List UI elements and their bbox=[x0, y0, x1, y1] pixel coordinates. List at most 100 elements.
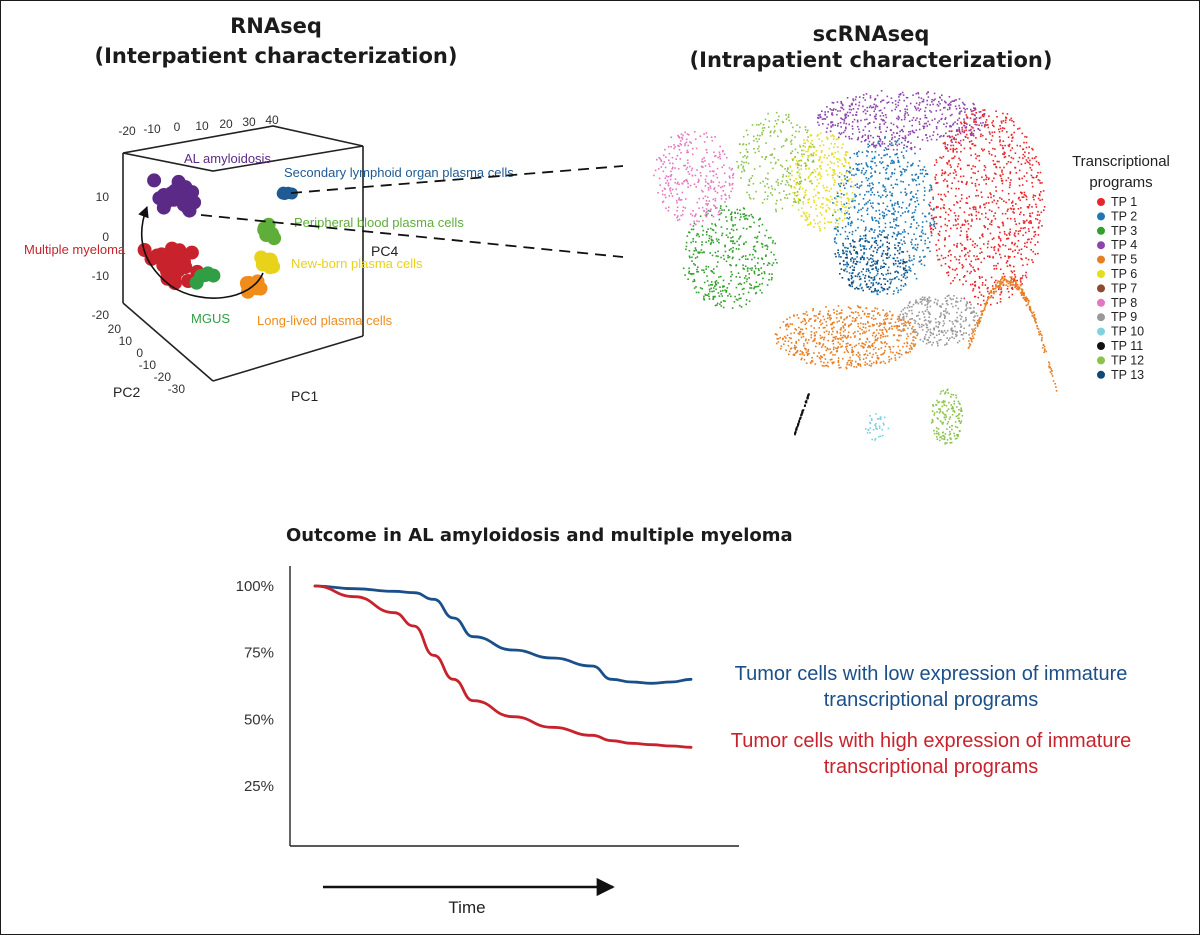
cell-point bbox=[891, 278, 894, 281]
cell-point bbox=[955, 220, 957, 222]
cell-point bbox=[993, 249, 996, 251]
cell-point bbox=[917, 91, 919, 94]
cell-point bbox=[974, 123, 976, 126]
cell-point bbox=[944, 392, 946, 395]
cell-point bbox=[952, 298, 954, 300]
cell-point bbox=[869, 415, 871, 417]
cell-point bbox=[865, 170, 868, 172]
cell-point bbox=[902, 285, 905, 287]
cell-point bbox=[875, 360, 878, 362]
cell-point bbox=[773, 148, 776, 150]
cell-point bbox=[970, 311, 973, 313]
cell-point bbox=[725, 198, 727, 200]
cell-point bbox=[714, 190, 717, 193]
cell-point bbox=[914, 322, 916, 324]
cell-point bbox=[954, 105, 957, 108]
cell-point bbox=[934, 118, 936, 120]
cell-point bbox=[828, 208, 831, 210]
label-multiple-myeloma: Multiple myeloma bbox=[24, 242, 126, 257]
cell-point bbox=[942, 431, 944, 434]
cell-point bbox=[679, 158, 682, 160]
cell-point bbox=[834, 354, 836, 356]
cell-point bbox=[937, 258, 939, 261]
cell-point bbox=[876, 244, 879, 246]
cell-point bbox=[658, 177, 661, 180]
cell-point bbox=[965, 114, 968, 116]
cell-point bbox=[735, 298, 738, 301]
cell-point bbox=[944, 195, 947, 197]
cell-point bbox=[909, 133, 911, 135]
cell-point bbox=[943, 403, 945, 406]
cell-point bbox=[857, 288, 859, 290]
cell-point bbox=[850, 224, 852, 227]
cell-point bbox=[871, 344, 873, 347]
cell-point bbox=[803, 139, 805, 141]
cell-point bbox=[894, 153, 896, 156]
cell-point bbox=[1006, 217, 1009, 220]
cell-point bbox=[901, 243, 904, 246]
cell-point bbox=[885, 195, 887, 198]
cell-point bbox=[915, 129, 918, 131]
cell-point bbox=[716, 240, 719, 242]
cell-point bbox=[861, 286, 863, 289]
cell-point bbox=[862, 135, 864, 137]
cell-point bbox=[878, 282, 880, 284]
cell-point bbox=[864, 112, 867, 115]
cell-point bbox=[992, 124, 994, 127]
cell-point bbox=[946, 423, 949, 425]
cell-point bbox=[944, 223, 947, 226]
cell-point bbox=[958, 430, 961, 433]
cell-point bbox=[973, 319, 976, 322]
cell-point bbox=[945, 416, 947, 418]
cell-point bbox=[823, 336, 825, 339]
cell-point bbox=[877, 289, 879, 292]
cell-point bbox=[730, 228, 733, 231]
cell-point bbox=[960, 334, 963, 336]
cell-point bbox=[927, 237, 929, 239]
cell-point bbox=[1004, 255, 1006, 257]
cell-point bbox=[1013, 124, 1015, 127]
cell-point bbox=[842, 182, 845, 185]
cell-point bbox=[958, 259, 960, 261]
cell-point bbox=[999, 125, 1001, 127]
cell-point bbox=[890, 175, 892, 178]
cell-point bbox=[1016, 144, 1019, 147]
cell-point bbox=[876, 272, 879, 275]
cell-point bbox=[1025, 257, 1027, 259]
cell-point bbox=[805, 215, 807, 218]
cell-point bbox=[1026, 297, 1029, 300]
cell-point bbox=[1041, 225, 1043, 227]
cell-point bbox=[1001, 171, 1003, 173]
cell-point bbox=[958, 340, 961, 342]
cell-point bbox=[987, 240, 990, 243]
cell-point bbox=[871, 216, 873, 219]
cell-point bbox=[771, 153, 773, 155]
cell-point bbox=[831, 333, 833, 336]
cell-point bbox=[841, 219, 844, 222]
cell-point bbox=[1044, 348, 1046, 350]
cell-point bbox=[933, 99, 935, 102]
cell-point bbox=[703, 271, 706, 274]
cell-point bbox=[696, 201, 699, 204]
cell-point bbox=[732, 176, 734, 179]
cell-point bbox=[836, 330, 838, 333]
cell-point bbox=[898, 242, 901, 244]
cell-point bbox=[884, 313, 887, 315]
cell-point bbox=[790, 139, 793, 142]
cell-point bbox=[742, 255, 745, 257]
cell-point bbox=[840, 316, 842, 318]
cell-point bbox=[888, 322, 890, 324]
cell-point bbox=[865, 93, 868, 95]
cell-point bbox=[1006, 234, 1008, 236]
cell-point bbox=[969, 207, 971, 210]
cell-point bbox=[974, 118, 977, 120]
cell-point bbox=[969, 263, 971, 265]
cell-point bbox=[807, 224, 809, 226]
cell-point bbox=[954, 325, 956, 328]
cell-point bbox=[722, 149, 724, 152]
cell-point bbox=[788, 113, 790, 116]
cell-point bbox=[848, 171, 850, 173]
cell-point bbox=[1009, 256, 1011, 258]
cell-point bbox=[944, 414, 947, 416]
cell-point bbox=[961, 414, 964, 417]
